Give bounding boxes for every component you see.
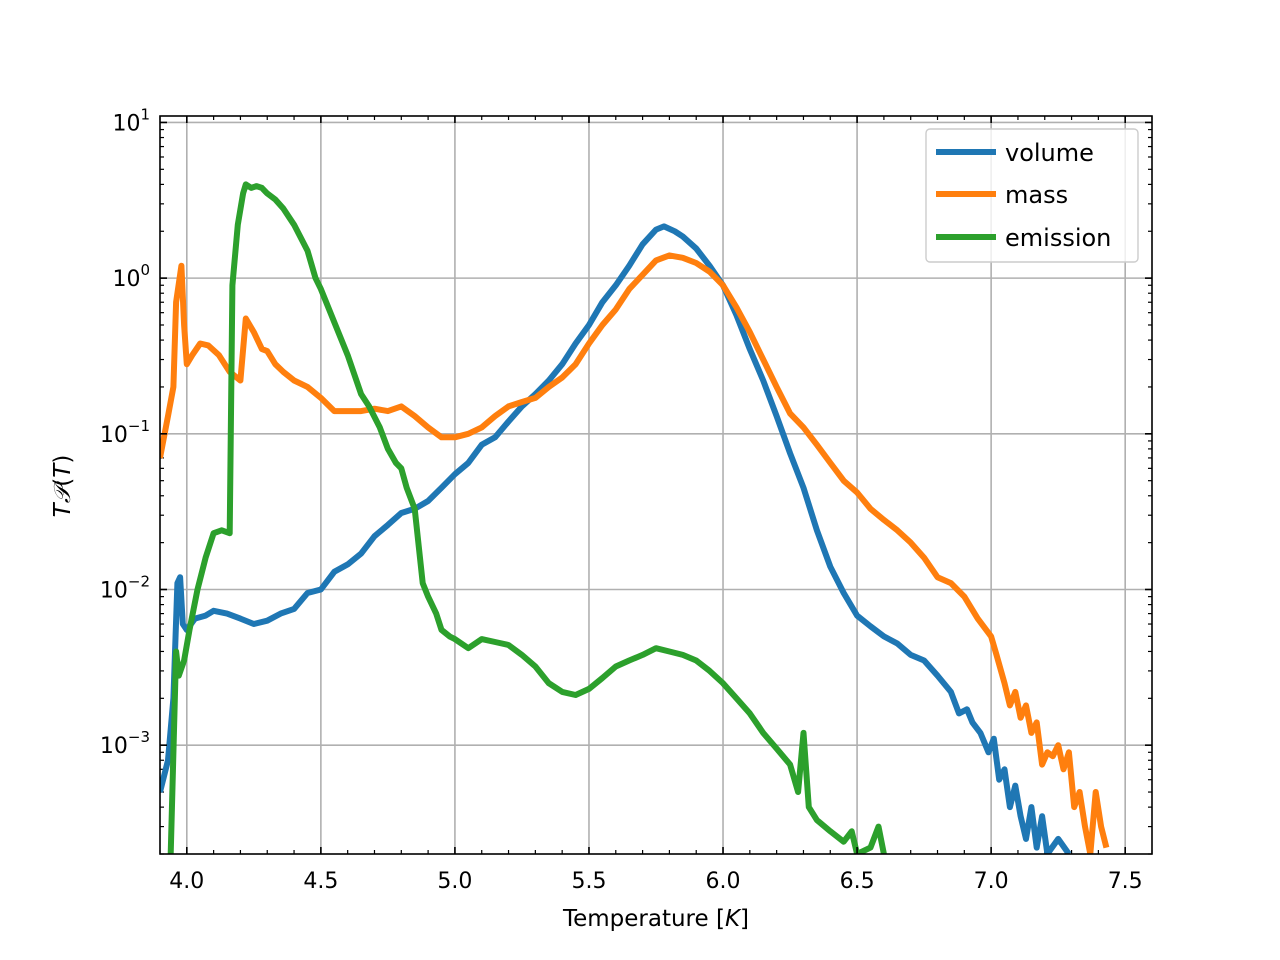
plot-frame xyxy=(159,115,1153,855)
y-tick-base: 10 xyxy=(100,578,128,603)
series-line-volume xyxy=(160,223,1072,854)
x-tick-label: 6.5 xyxy=(840,869,875,894)
y-axis-label-var1: T xyxy=(50,501,76,517)
x-tick-label: 6.0 xyxy=(706,869,741,894)
y-tick-label: 10−1 xyxy=(100,417,150,448)
y-tick-exponent: −3 xyxy=(128,728,150,746)
x-tick-label: 4.0 xyxy=(169,869,204,894)
x-tick-label: 5.5 xyxy=(571,869,606,894)
y-tick-base: 10 xyxy=(100,734,128,759)
y-tick-exponent: −1 xyxy=(128,417,150,435)
series-line-mass xyxy=(160,252,1110,854)
legend-box xyxy=(925,128,1139,263)
x-tick-label: 4.5 xyxy=(303,869,338,894)
series-lines xyxy=(160,181,1110,854)
y-tick-label: 101 xyxy=(112,105,150,136)
y-tick-label: 10−2 xyxy=(100,572,150,603)
x-axis-label-end: ] xyxy=(740,906,749,932)
legend: volume mass emission xyxy=(925,128,1139,263)
y-axis-label: T𝒫(T) xyxy=(50,455,76,518)
x-axis-label: Temperature [K] xyxy=(562,906,749,932)
x-tick-labels: 4.0 4.5 5.0 5.5 6.0 6.5 7.0 7.5 xyxy=(169,869,1142,894)
y-tick-base: 10 xyxy=(100,423,128,448)
series-line-emission xyxy=(167,181,887,854)
x-tick-label: 7.0 xyxy=(974,869,1009,894)
y-tick-base: 10 xyxy=(112,267,140,292)
x-tick-label: 7.5 xyxy=(1108,869,1143,894)
x-axis-label-main: Temperature [ xyxy=(562,906,725,932)
y-tick-exponent: 0 xyxy=(140,261,150,279)
y-tick-exponent: 1 xyxy=(140,105,150,123)
y-tick-label: 10−3 xyxy=(100,728,150,759)
legend-label-emission: emission xyxy=(1005,224,1111,252)
y-tick-label: 100 xyxy=(112,261,150,292)
legend-label-mass: mass xyxy=(1005,181,1068,209)
y-tick-exponent: −2 xyxy=(128,572,150,590)
y-axis-label-paren-close: ) xyxy=(50,455,76,464)
y-axis-label-var3: T xyxy=(50,462,76,478)
x-axis-label-var: K xyxy=(725,906,742,932)
legend-label-volume: volume xyxy=(1005,139,1094,167)
major-ticks xyxy=(160,116,1152,854)
y-tick-base: 10 xyxy=(112,111,140,136)
y-axis-label-paren-open: ( xyxy=(50,478,76,487)
x-tick-label: 5.0 xyxy=(437,869,472,894)
